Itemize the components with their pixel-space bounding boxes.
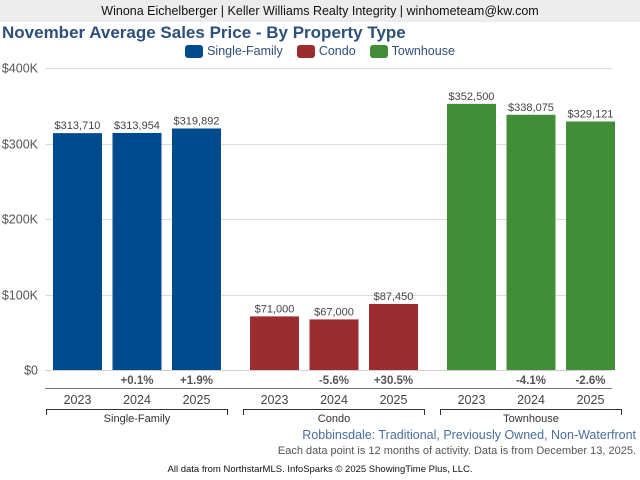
data-note: Each data point is 12 months of activity… xyxy=(277,445,636,457)
data-label: $313,954 xyxy=(114,120,160,132)
x-tick-label: 2025 xyxy=(183,393,211,407)
x-tick-label: 2025 xyxy=(577,393,605,407)
chart-subtitle: Robbinsdale: Traditional, Previously Own… xyxy=(302,428,636,442)
data-label: $313,710 xyxy=(55,120,101,132)
bar xyxy=(447,103,496,371)
group-bracket xyxy=(243,409,425,415)
legend-label: Single-Family xyxy=(207,44,283,58)
group-label: Condo xyxy=(318,413,350,425)
change-label: -4.1% xyxy=(516,375,546,387)
group-bracket xyxy=(46,409,228,415)
data-label: $87,450 xyxy=(374,291,414,303)
legend-swatch xyxy=(369,44,388,58)
bar xyxy=(566,121,615,370)
legend-swatch xyxy=(296,44,315,58)
data-label: $67,000 xyxy=(314,306,354,318)
x-tick-label: 2023 xyxy=(261,393,289,407)
agent-header: Winona Eichelberger | Keller Williams Re… xyxy=(0,0,640,22)
change-label: -2.6% xyxy=(575,375,605,387)
change-label: +30.5% xyxy=(374,375,413,387)
legend-item-single-family[interactable]: Single-Family xyxy=(185,44,283,58)
data-label: $352,500 xyxy=(449,91,495,103)
change-label: -5.6% xyxy=(319,375,349,387)
bar xyxy=(309,319,359,370)
group-bracket xyxy=(440,409,622,415)
group-label: Single-Family xyxy=(104,413,171,425)
bar xyxy=(506,114,556,370)
bar xyxy=(250,316,299,370)
bar-chart: $0 $100K $200K $300K $400K $313,710 2023 $313,9… xyxy=(2,62,622,425)
x-tick-label: 2025 xyxy=(380,393,408,407)
x-tick-label: 2024 xyxy=(123,393,151,407)
x-tick-label: 2024 xyxy=(320,393,348,407)
y-tick-label: $300K xyxy=(2,138,39,152)
y-tick-label: $0 xyxy=(24,364,38,378)
legend-item-condo[interactable]: Condo xyxy=(296,44,356,58)
legend-label: Townhouse xyxy=(391,44,455,58)
x-tick-label: 2024 xyxy=(517,393,545,407)
legend-swatch xyxy=(185,44,204,58)
x-tick-label: 2023 xyxy=(64,393,92,407)
legend-item-townhouse[interactable]: Townhouse xyxy=(369,44,455,58)
chart-title: November Average Sales Price - By Proper… xyxy=(2,23,406,42)
data-label: $338,075 xyxy=(508,102,554,114)
data-label: $329,121 xyxy=(568,109,614,121)
y-tick-label: $100K xyxy=(2,289,39,303)
data-label: $71,000 xyxy=(255,303,295,315)
bar xyxy=(172,128,221,370)
legend-label: Condo xyxy=(318,44,356,58)
legend: Single-Family Condo Townhouse xyxy=(0,44,640,58)
y-tick-label: $400K xyxy=(2,62,39,76)
footer-credit: All data from NorthstarMLS. InfoSparks ©… xyxy=(167,464,473,475)
y-tick-label: $200K xyxy=(2,213,39,227)
bar xyxy=(53,133,102,370)
change-label: +1.9% xyxy=(180,375,213,387)
data-label: $319,892 xyxy=(174,115,220,127)
x-tick-label: 2023 xyxy=(458,393,486,407)
bar xyxy=(369,303,418,370)
group-label: Townhouse xyxy=(503,413,559,425)
change-label: +0.1% xyxy=(121,375,154,387)
bar xyxy=(112,132,162,370)
